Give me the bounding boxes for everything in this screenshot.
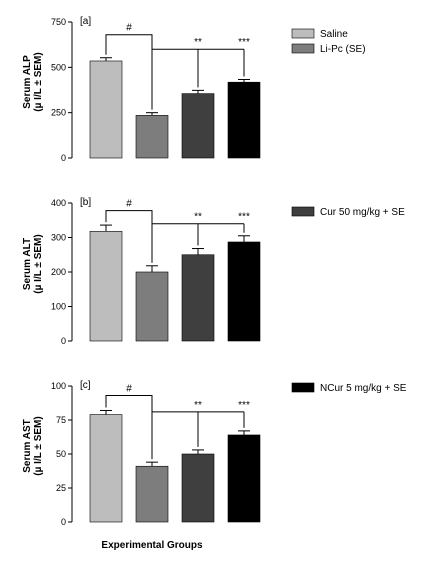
legend-item-4: NCur 5 mg/kg + SE — [291, 382, 407, 394]
y-axis-label: Serum ALP — [22, 55, 33, 109]
y-axis-units: (µ I/L ± SEM) — [33, 416, 44, 475]
y-tick-label: 75 — [56, 415, 66, 425]
significance-label: *** — [238, 37, 250, 48]
legend-label: Cur 50 mg/kg + SE — [320, 207, 405, 218]
bar-group-3 — [181, 453, 215, 523]
legend: Saline Li-Pc (SE) Cur 50 mg/kg + SE NCur 5 … — [291, 28, 407, 394]
legend-item-3: Cur 50 mg/kg + SE — [291, 206, 405, 218]
chart-panel-2: 0 100 200 300 400 Serum ALT (µ I/L ± SEM) [b] # *… — [22, 197, 261, 346]
x-axis-title: Experimental Groups — [101, 540, 203, 551]
bar-group-1 — [89, 230, 123, 342]
y-tick-label: 200 — [51, 267, 66, 277]
bar-group-3 — [181, 254, 215, 342]
significance-label: *** — [238, 400, 250, 411]
bar-group-4 — [227, 81, 261, 159]
significance-label: ** — [194, 212, 202, 223]
bar-group-4 — [227, 434, 261, 523]
bar-group-1 — [89, 414, 123, 523]
bar-group-3 — [181, 93, 215, 159]
y-tick-label: 500 — [51, 62, 66, 72]
significance-label: *** — [238, 212, 250, 223]
hash-significance-label: # — [126, 384, 132, 395]
bar-group-2 — [135, 115, 169, 159]
y-tick-label: 100 — [51, 381, 66, 391]
y-tick-label: 50 — [56, 449, 66, 459]
legend-item-1: Saline — [291, 28, 348, 40]
bar-group-2 — [135, 465, 169, 523]
y-tick-label: 0 — [61, 517, 66, 527]
legend-label: Saline — [320, 29, 348, 40]
hash-bracket — [105, 34, 153, 110]
y-tick-label: 250 — [51, 108, 66, 118]
bar-group-1 — [89, 60, 123, 159]
y-tick-label: 0 — [61, 153, 66, 163]
panel-label: [a] — [80, 16, 91, 27]
y-axis-units: (µ I/L ± SEM) — [33, 52, 44, 111]
hash-bracket — [105, 395, 153, 460]
y-tick-label: 100 — [51, 302, 66, 312]
y-axis-label: Serum ALT — [22, 238, 33, 290]
bar-group-2 — [135, 271, 169, 342]
legend-swatch — [291, 28, 315, 39]
y-axis-label: Serum AST — [22, 419, 33, 473]
panel-label: [c] — [80, 380, 91, 391]
legend-label: NCur 5 mg/kg + SE — [320, 383, 407, 394]
y-tick-label: 400 — [51, 198, 66, 208]
significance-label: ** — [194, 37, 202, 48]
legend-swatch — [291, 206, 315, 217]
panel-label: [b] — [80, 197, 91, 208]
hash-bracket — [105, 210, 153, 263]
significance-label: ** — [194, 400, 202, 411]
legend-swatch — [291, 43, 315, 54]
y-tick-label: 750 — [51, 17, 66, 27]
y-axis-units: (µ I/L ± SEM) — [33, 234, 44, 293]
y-tick-label: 0 — [61, 336, 66, 346]
y-tick-label: 300 — [51, 233, 66, 243]
y-tick-label: 25 — [56, 483, 66, 493]
hash-significance-label: # — [126, 23, 132, 34]
legend-swatch — [291, 382, 315, 393]
legend-label: Li-Pc (SE) — [320, 44, 366, 55]
hash-significance-label: # — [126, 199, 132, 210]
bar-group-4 — [227, 241, 261, 342]
legend-item-2: Li-Pc (SE) — [291, 43, 366, 55]
